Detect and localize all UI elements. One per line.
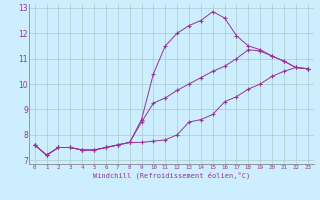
X-axis label: Windchill (Refroidissement éolien,°C): Windchill (Refroidissement éolien,°C) (92, 172, 250, 179)
